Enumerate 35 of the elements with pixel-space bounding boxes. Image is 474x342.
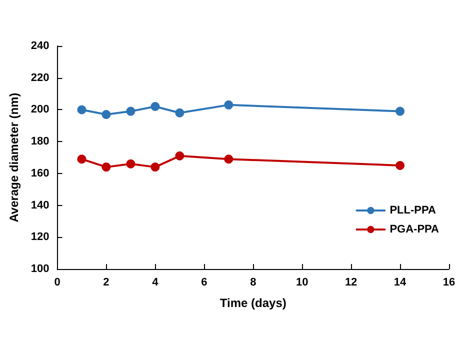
point (126, 106, 136, 116)
point (150, 162, 160, 172)
point (175, 151, 184, 160)
y-tick-label: 140 (30, 199, 50, 212)
y-tick-label: 240 (30, 40, 50, 52)
x-tick-label: 8 (250, 276, 256, 288)
legend-label: PLL-PPA (390, 204, 436, 216)
x-axis-title: Time (days) (220, 296, 286, 310)
x-tick-label: 14 (394, 276, 408, 288)
x-tick-label: 4 (152, 276, 160, 288)
point (150, 102, 160, 112)
point (102, 162, 111, 172)
point (175, 108, 184, 118)
x-tick-label: 12 (344, 276, 358, 288)
x-tick-label: 0 (54, 276, 60, 288)
point (224, 100, 234, 110)
x-tick-label: 2 (103, 276, 110, 288)
y-tick-label: 120 (30, 231, 50, 244)
y-tick-label: 160 (30, 167, 50, 180)
point (224, 154, 234, 164)
y-tick-label: 100 (30, 263, 50, 275)
y-tick-label: 220 (30, 72, 50, 84)
point (77, 154, 86, 164)
y-axis-title: Average diameter (nm) (7, 92, 21, 222)
legend-label: PGA-PPA (390, 224, 440, 236)
x-tick-label: 16 (442, 276, 456, 288)
point (396, 106, 405, 116)
point (102, 110, 111, 119)
point (126, 159, 136, 168)
x-tick-label: 6 (201, 276, 208, 288)
x-tick-label: 10 (296, 276, 308, 288)
y-tick-label: 180 (30, 136, 50, 148)
point (77, 105, 86, 114)
y-tick-label: 200 (30, 104, 50, 116)
point (396, 160, 405, 170)
